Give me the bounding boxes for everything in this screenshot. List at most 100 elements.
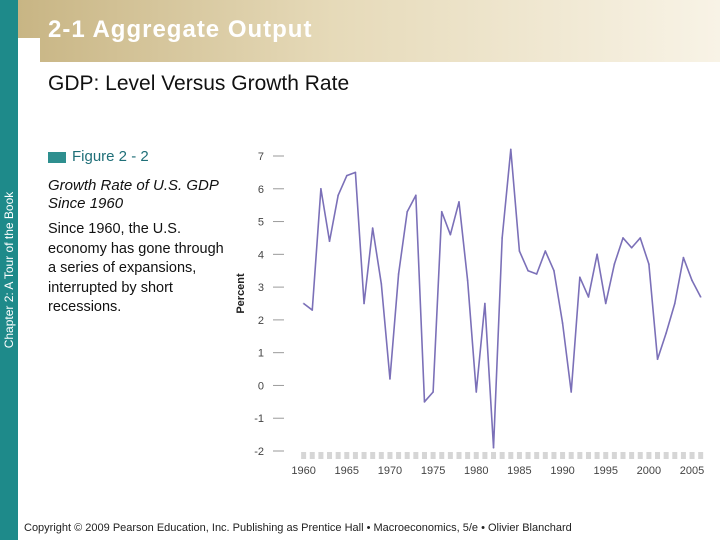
y-tick-label: 2: [258, 315, 264, 327]
axis-year-block: [499, 452, 505, 459]
axis-year-block: [585, 452, 591, 459]
data-point: [604, 302, 607, 305]
data-point: [673, 302, 676, 305]
x-tick-label: 1995: [593, 465, 617, 477]
data-point: [414, 194, 417, 197]
axis-year-block: [456, 452, 462, 459]
data-point: [553, 269, 555, 272]
figure-marker: [48, 152, 66, 163]
axis-year-block: [603, 452, 609, 459]
axis-year-block: [335, 452, 341, 459]
axis-year-block: [482, 452, 488, 459]
axis-year-block: [465, 452, 471, 459]
axis-year-block: [491, 452, 497, 459]
data-point: [389, 377, 391, 380]
axis-year-block: [620, 452, 626, 459]
copyright-footer: Copyright © 2009 Pearson Education, Inc.…: [24, 522, 572, 534]
title-band: [18, 0, 720, 62]
data-point: [613, 263, 616, 266]
data-point: [527, 269, 529, 272]
data-point: [509, 148, 512, 151]
data-point: [337, 194, 340, 197]
data-point: [466, 279, 469, 282]
axis-year-block: [396, 452, 402, 459]
data-point: [561, 322, 564, 325]
axis-year-block: [637, 452, 643, 459]
chapter-label: Chapter 2: A Tour of the Book: [2, 191, 16, 349]
data-point: [535, 273, 538, 275]
axis-year-block: [344, 452, 350, 459]
axis-year-block: [430, 452, 436, 459]
data-point: [311, 309, 314, 311]
axis-year-block: [629, 452, 635, 459]
x-tick-label: 2000: [637, 465, 661, 477]
axis-year-block: [680, 452, 686, 459]
y-tick-label: 3: [258, 282, 264, 294]
axis-year-block: [689, 452, 695, 459]
data-point: [363, 302, 365, 305]
axis-year-block: [387, 452, 393, 459]
axis-year-block: [327, 452, 333, 459]
data-point: [483, 302, 486, 305]
data-point: [570, 391, 573, 393]
data-point: [492, 446, 495, 449]
axis-year-block: [439, 452, 445, 459]
gdp-growth-chart: 7 6 5 4 3 2 1 0 -1 -2 1960 1965 1970 1975 1980 1985 199…: [235, 148, 704, 477]
axis-year-block: [473, 452, 479, 459]
data-point: [423, 400, 426, 403]
side-bar: [0, 0, 18, 540]
y-tick-label: -1: [254, 413, 264, 425]
x-tick-label: 1965: [335, 465, 359, 477]
axis-year-block: [560, 452, 566, 459]
data-point: [406, 210, 409, 213]
axis-year-block: [361, 452, 367, 459]
data-point: [578, 276, 581, 279]
slide-subtitle: GDP: Level Versus Growth Rate: [48, 72, 350, 95]
data-point: [682, 256, 685, 259]
data-point: [475, 391, 478, 393]
axis-year-block: [655, 452, 661, 459]
figure-title: Growth Rate of U.S. GDP Since 1960: [48, 177, 219, 212]
axis-year-block: [525, 452, 531, 459]
axis-year-block: [577, 452, 583, 459]
axis-year-block: [352, 452, 358, 459]
data-point: [596, 253, 599, 256]
axis-year-block: [301, 452, 307, 459]
data-point: [302, 302, 305, 305]
axis-year-block: [421, 452, 427, 459]
title-band-notch: [18, 38, 40, 62]
x-tick-label: 1985: [507, 465, 531, 477]
data-point: [639, 237, 642, 239]
y-tick-label: -2: [254, 446, 264, 458]
y-tick-label: 5: [258, 217, 264, 229]
axis-year-block: [318, 452, 324, 459]
data-point: [622, 237, 624, 239]
growth-rate-line: [303, 148, 702, 449]
axis-year-block: [594, 452, 600, 459]
x-tick-label: 1975: [421, 465, 445, 477]
axis-year-block: [542, 452, 548, 459]
data-point: [665, 332, 668, 334]
axis-year-block: [534, 452, 540, 459]
y-tick-label: 6: [258, 184, 264, 196]
axis-year-block: [370, 452, 376, 459]
axis-year-block: [413, 452, 419, 459]
axis-year-block: [551, 452, 557, 459]
data-point: [544, 250, 547, 252]
axis-year-block: [378, 452, 384, 459]
y-tick-label: 0: [258, 380, 264, 392]
data-point: [691, 279, 693, 282]
axis-year-block: [447, 452, 453, 459]
data-point: [432, 391, 435, 393]
axis-year-block: [404, 452, 410, 459]
x-tick-label: 1960: [291, 465, 315, 477]
x-tick-label: 2005: [680, 465, 704, 477]
slide-title: 2-1 Aggregate Output: [48, 16, 313, 43]
data-point: [518, 250, 521, 252]
figure-label: Figure 2 - 2: [72, 148, 149, 165]
data-point: [449, 233, 452, 236]
data-point: [656, 358, 659, 361]
figure-description: Since 1960, the U.S. economy has gone th…: [48, 221, 224, 315]
axis-year-block: [508, 452, 514, 459]
data-point: [397, 273, 400, 275]
